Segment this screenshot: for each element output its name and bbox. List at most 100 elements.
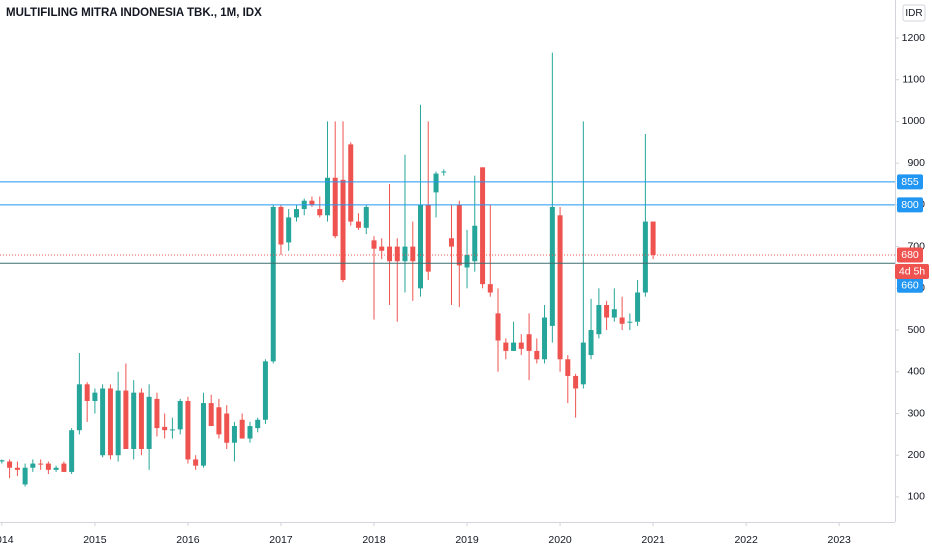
chart-title: MULTIFILING MITRA INDONESIA TBK., 1M, ID… — [6, 7, 262, 19]
candle-body — [84, 384, 90, 401]
candle-body — [115, 390, 121, 456]
candle-body — [363, 206, 369, 228]
candle-body — [100, 388, 106, 456]
candle-body — [456, 204, 462, 266]
candle-body — [402, 246, 408, 262]
candle-body — [472, 225, 478, 262]
candle-body — [138, 392, 144, 449]
currency-box[interactable] — [902, 4, 926, 22]
candle-body — [185, 400, 191, 460]
countdown-box — [895, 263, 929, 279]
y-tick-label: 200 — [907, 449, 925, 461]
last-price-label-box — [897, 247, 923, 263]
countdown: 4d 5h — [899, 266, 925, 278]
candle-body — [69, 430, 75, 472]
candle-body — [255, 419, 261, 429]
candle-body — [224, 413, 230, 443]
axes: 1002003004005006007008009001000110012002… — [0, 32, 929, 546]
candle-body — [635, 292, 641, 322]
candle-body — [45, 463, 51, 470]
horizontal-line-label-box — [897, 197, 923, 213]
candle-body — [208, 403, 214, 427]
candle-body — [503, 342, 509, 351]
x-tick-label: 2014 — [0, 534, 14, 546]
candle-body — [379, 246, 385, 251]
candle-body — [286, 217, 292, 243]
candle-body — [332, 177, 338, 237]
candle-body — [542, 317, 548, 360]
candle-body — [22, 467, 28, 485]
candle-body — [464, 254, 470, 268]
candle-body — [247, 426, 253, 439]
candle-body — [216, 407, 222, 435]
candle-body — [340, 179, 346, 280]
candle-body — [387, 246, 393, 262]
candle-body — [596, 305, 602, 335]
candle-body — [371, 240, 377, 249]
candle-body — [511, 342, 517, 351]
candle-body — [0, 460, 5, 462]
candle-body — [107, 388, 113, 456]
candle-body — [61, 463, 67, 472]
x-tick-label: 2021 — [641, 534, 665, 546]
candle-body — [410, 246, 416, 262]
candle-body — [394, 246, 400, 262]
candle-body — [53, 467, 59, 470]
candle-body — [642, 221, 648, 293]
candle-body — [92, 392, 98, 401]
x-tick-label: 2018 — [362, 534, 386, 546]
candle-body — [480, 167, 486, 285]
horizontal-line-label: 800 — [901, 199, 919, 211]
x-tick-label: 2015 — [83, 534, 107, 546]
y-tick-label: 1200 — [902, 32, 926, 44]
candle-body — [573, 375, 579, 389]
candle-body — [169, 429, 175, 431]
candle-body — [162, 426, 168, 431]
x-tick-label: 2023 — [827, 534, 851, 546]
candle-body — [177, 400, 183, 430]
currency: IDR — [905, 8, 922, 19]
candle-body — [487, 284, 493, 293]
candle-body — [433, 173, 439, 193]
candle-body — [580, 342, 586, 385]
candle-body — [449, 238, 455, 247]
candle-body — [309, 200, 315, 205]
candle-body — [425, 204, 431, 272]
candle-body — [534, 350, 540, 360]
candle-body — [38, 463, 44, 465]
candle-body — [627, 321, 633, 323]
candle-body — [7, 461, 13, 468]
last-price-label: 680 — [901, 249, 919, 261]
x-tick-label: 2016 — [176, 534, 200, 546]
horizontal-line-label: 660 — [901, 280, 919, 292]
candle-body — [30, 463, 36, 468]
candle-body — [565, 359, 571, 376]
y-tick-label: 400 — [907, 366, 925, 378]
candle-body — [270, 206, 276, 362]
y-tick-label: 900 — [907, 157, 925, 169]
y-tick-label: 1000 — [902, 115, 926, 127]
y-tick-label: 1100 — [902, 73, 925, 85]
candle-body — [294, 209, 300, 218]
candle-body — [262, 361, 268, 420]
candle-body — [611, 309, 617, 318]
candle-body — [317, 209, 323, 216]
candle-body — [193, 459, 199, 466]
candle-body — [146, 396, 152, 449]
candle-body — [604, 305, 610, 318]
candle-body — [495, 313, 501, 341]
y-tick-label: 100 — [907, 491, 925, 503]
candle-body — [278, 206, 284, 245]
plot-area — [0, 52, 895, 487]
x-tick-label: 2017 — [269, 534, 293, 546]
candle-body — [154, 398, 160, 429]
horizontal-line-label-box — [897, 174, 923, 190]
candle-body — [14, 467, 20, 470]
candle-body — [76, 384, 82, 431]
candle-body — [588, 330, 594, 356]
x-tick-label: 2019 — [455, 534, 479, 546]
candle-body — [557, 215, 563, 360]
y-tick-label: 300 — [907, 407, 925, 419]
